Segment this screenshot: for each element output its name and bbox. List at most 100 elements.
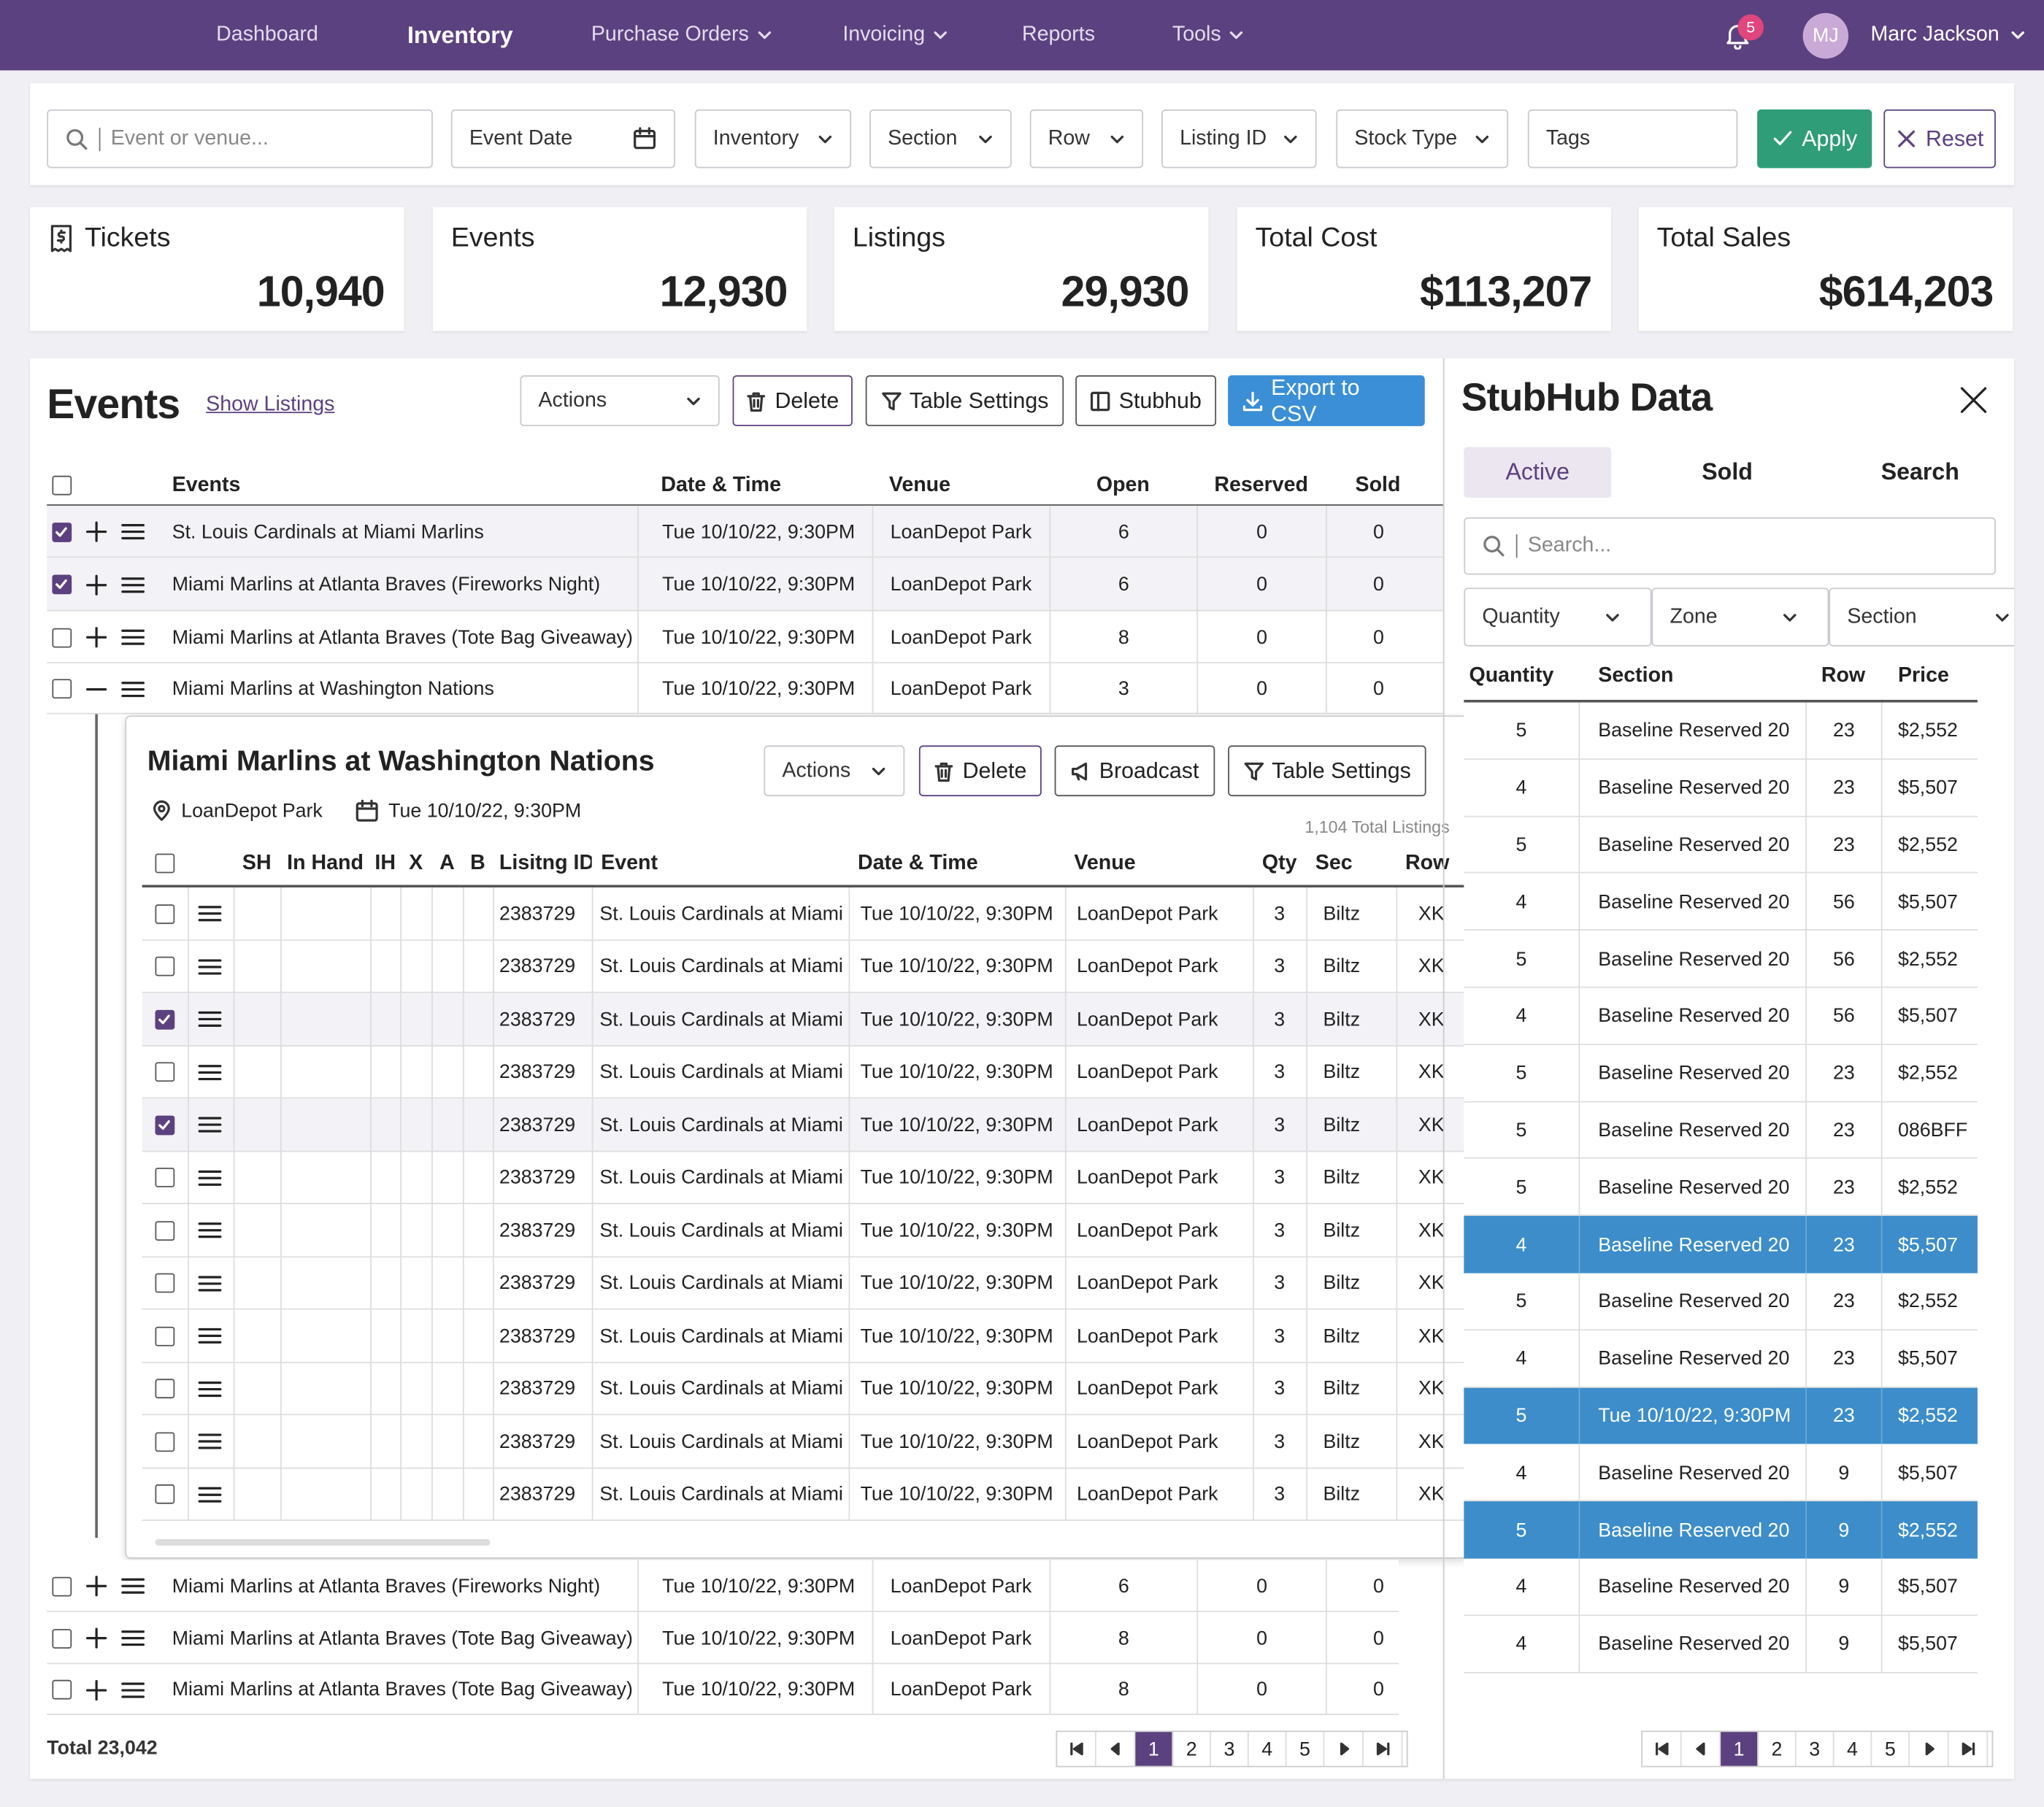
- page-button[interactable]: 5: [1872, 1732, 1910, 1766]
- checkbox[interactable]: [155, 1484, 175, 1504]
- checkbox[interactable]: [155, 853, 175, 874]
- filter-select[interactable]: Listing ID: [1161, 109, 1317, 169]
- cell-id: 2383729: [499, 1272, 576, 1295]
- page-button[interactable]: 4: [1249, 1732, 1287, 1766]
- nav-item[interactable]: Reports: [1022, 0, 1095, 70]
- checkbox[interactable]: [52, 1679, 72, 1700]
- search-icon: [1482, 534, 1505, 558]
- next-page[interactable]: [1910, 1732, 1949, 1766]
- checkbox[interactable]: [52, 627, 72, 647]
- column-divider: [188, 1362, 189, 1416]
- toolbar-button[interactable]: Broadcast: [1054, 745, 1215, 797]
- filter-select[interactable]: Row: [1029, 109, 1144, 169]
- toolbar-button[interactable]: Export to CSV: [1228, 374, 1425, 426]
- column-divider: [462, 1309, 464, 1363]
- checkbox[interactable]: [155, 1379, 175, 1399]
- checkbox[interactable]: [52, 522, 72, 542]
- column-header: SH: [242, 852, 272, 875]
- nav-item[interactable]: Tools: [1172, 0, 1245, 70]
- toolbar-button[interactable]: Delete: [918, 745, 1042, 797]
- prev-page[interactable]: [1682, 1732, 1721, 1766]
- stubhub-search[interactable]: Search...: [1464, 517, 1996, 575]
- nav-label: Invoicing: [842, 23, 926, 46]
- page-button[interactable]: 2: [1173, 1732, 1211, 1766]
- reset-button[interactable]: Reset: [1883, 109, 1996, 169]
- apply-button[interactable]: Apply: [1757, 109, 1872, 169]
- filter-select[interactable]: Stock Type: [1336, 109, 1509, 169]
- filter-text[interactable]: Tags: [1527, 109, 1738, 169]
- checkbox[interactable]: [52, 1628, 72, 1649]
- dl-icon: [1242, 390, 1264, 412]
- last-page[interactable]: [1949, 1732, 1989, 1766]
- cell-section: Baseline Reserved 20: [1578, 1216, 1805, 1274]
- filter-date[interactable]: Event Date: [450, 109, 675, 169]
- checkbox[interactable]: [155, 1062, 175, 1082]
- cell-price: $5,507: [1880, 1444, 1978, 1502]
- checkbox[interactable]: [155, 1009, 175, 1029]
- toolbar-button[interactable]: Delete: [732, 375, 853, 426]
- stubhub-filter[interactable]: Zone: [1651, 587, 1829, 647]
- checkbox[interactable]: [155, 956, 175, 976]
- search-input[interactable]: Event or venue...: [47, 109, 433, 169]
- checkbox[interactable]: [155, 1273, 175, 1293]
- page-button[interactable]: 2: [1759, 1732, 1797, 1766]
- first-page[interactable]: [1057, 1732, 1096, 1766]
- tab[interactable]: Search: [1880, 458, 1959, 485]
- chevron: [685, 393, 701, 408]
- toolbar-button[interactable]: Table Settings: [865, 375, 1064, 426]
- actions-select[interactable]: Actions: [520, 375, 720, 426]
- cell-sec: Biltz: [1323, 903, 1361, 925]
- cell-qty: 3: [1274, 1430, 1286, 1453]
- button-label: Broadcast: [1099, 758, 1199, 783]
- show-listings-link[interactable]: Show Listings: [206, 393, 335, 416]
- cell-quantity: 5: [1515, 1062, 1527, 1085]
- cell-id: 2383729: [499, 1008, 576, 1031]
- checkbox[interactable]: [52, 1576, 72, 1596]
- checkbox[interactable]: [155, 1431, 175, 1452]
- stubhub-filter[interactable]: Quantity: [1464, 587, 1652, 647]
- column-divider: [431, 1203, 433, 1257]
- last-page[interactable]: [1364, 1732, 1403, 1766]
- filter-select[interactable]: Inventory: [694, 109, 852, 169]
- checkbox[interactable]: [52, 679, 72, 699]
- toolbar-button[interactable]: Table Settings: [1228, 745, 1426, 797]
- page-button[interactable]: 4: [1834, 1732, 1872, 1766]
- cell-row: 23: [1805, 1101, 1881, 1160]
- actions-select[interactable]: Actions: [764, 745, 905, 797]
- cell-row: 23: [1805, 1330, 1881, 1388]
- cell-quantity: 5: [1515, 1176, 1527, 1199]
- divider: [1515, 534, 1518, 558]
- checkbox[interactable]: [52, 574, 72, 595]
- toolbar-button[interactable]: Stubhub: [1075, 375, 1217, 426]
- nav-item[interactable]: Dashboard: [216, 0, 318, 70]
- filter-select[interactable]: Section: [869, 109, 1012, 169]
- checkbox[interactable]: [155, 1220, 175, 1241]
- tab[interactable]: Sold: [1702, 458, 1753, 485]
- first-page[interactable]: [1642, 1732, 1682, 1766]
- checkbox[interactable]: [52, 475, 72, 496]
- column-divider: [848, 887, 850, 941]
- page-button[interactable]: 1: [1721, 1732, 1759, 1766]
- user-menu[interactable]: Marc Jackson: [1870, 0, 2040, 70]
- cell-date: Tue 10/10/22, 9:30PM: [860, 1166, 1053, 1190]
- nav-item[interactable]: Invoicing: [842, 0, 948, 70]
- prev-page[interactable]: [1096, 1732, 1136, 1766]
- tab[interactable]: Active: [1464, 447, 1612, 498]
- cell-section: Baseline Reserved 20: [1578, 1558, 1805, 1616]
- checkbox[interactable]: [155, 1325, 175, 1346]
- column-divider: [1306, 993, 1308, 1047]
- nav-item[interactable]: Purchase Orders: [591, 0, 772, 70]
- next-page[interactable]: [1324, 1732, 1364, 1766]
- page-button[interactable]: 3: [1797, 1732, 1834, 1766]
- avatar[interactable]: MJ: [1802, 12, 1849, 59]
- checkbox[interactable]: [155, 1114, 175, 1135]
- page-button[interactable]: 1: [1135, 1732, 1174, 1766]
- stubhub-filter[interactable]: Section: [1829, 587, 2014, 647]
- page-button[interactable]: 5: [1286, 1732, 1325, 1766]
- page-button[interactable]: 3: [1211, 1732, 1249, 1766]
- checkbox[interactable]: [155, 904, 175, 924]
- checkbox[interactable]: [155, 1167, 175, 1187]
- filter-label: Stock Type: [1354, 127, 1458, 150]
- nav-item[interactable]: Inventory: [407, 0, 513, 70]
- cell-section: Baseline Reserved 20: [1578, 1044, 1805, 1102]
